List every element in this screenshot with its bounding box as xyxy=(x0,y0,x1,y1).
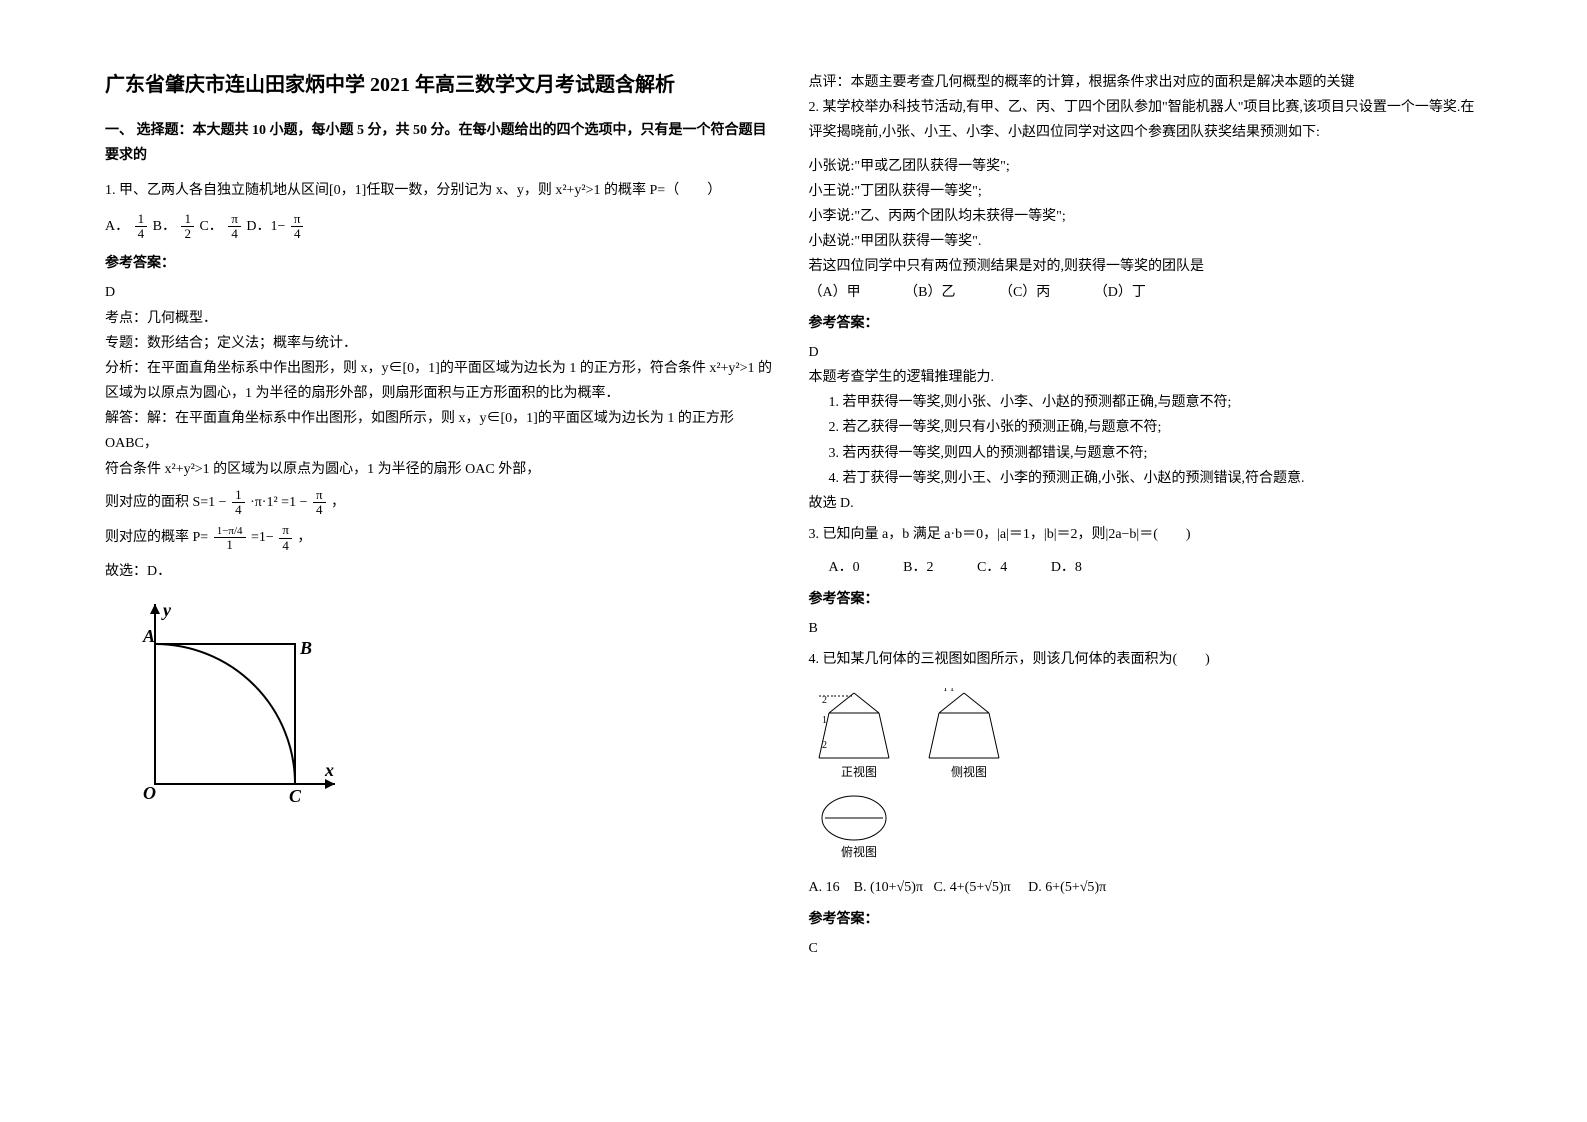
q1-optB-frac: 12 xyxy=(181,212,194,242)
q2-zhao: 小赵说:"甲团队获得一等奖". xyxy=(809,229,1483,254)
q4-answer-label: 参考答案： xyxy=(809,907,1483,932)
q1-options: A． 14 B． 12 C． π4 D．1− π4 xyxy=(105,212,779,242)
q4-optD-prefix: D. 6+(5+ xyxy=(1028,880,1080,895)
q2-optA: （A）甲 xyxy=(809,285,861,300)
svg-text:2: 2 xyxy=(822,695,827,706)
q2-answer-label: 参考答案： xyxy=(809,311,1483,336)
svg-text:侧视图: 侧视图 xyxy=(951,764,987,779)
q4-optD-sqrt: √5 xyxy=(1080,880,1095,895)
q1-optA-prefix: A． xyxy=(105,219,129,234)
svg-text:B: B xyxy=(299,638,312,658)
q4-optC-sqrt: √5 xyxy=(984,880,999,895)
q2-answer: D xyxy=(809,340,1483,365)
q2-guxuan: 故选 D. xyxy=(809,491,1483,516)
q1-fenxi: 分析：在平面直角坐标系中作出图形，则 x，y∈[0，1]的平面区域为边长为 1 … xyxy=(105,356,779,406)
q2-text: 2. 某学校举办科技节活动,有甲、乙、丙、丁四个团队参加"智能机器人"项目比赛,… xyxy=(809,95,1483,145)
svg-text:1: 1 xyxy=(822,715,827,726)
svg-text:正视图: 正视图 xyxy=(841,764,877,779)
q3-optC: C．4 xyxy=(977,560,1007,575)
svg-text:俯视图: 俯视图 xyxy=(841,844,877,858)
q4-optB-sqrt: √5 xyxy=(897,880,912,895)
q2-options: （A）甲 （B）乙 （C）丙 （D）丁 xyxy=(809,280,1483,305)
svg-text:1 1: 1 1 xyxy=(943,688,954,693)
q1-optD-frac: π4 xyxy=(291,212,304,242)
svg-text:2: 2 xyxy=(822,740,827,751)
q2-wang: 小王说:"丁团队获得一等奖"; xyxy=(809,179,1483,204)
q1-jieda1: 解答：解：在平面直角坐标系中作出图形，如图所示，则 x，y∈[0，1]的平面区域… xyxy=(105,406,779,456)
q4-optC-suffix: )π xyxy=(999,880,1011,895)
svg-text:A: A xyxy=(142,626,155,646)
q3-optD: D．8 xyxy=(1051,560,1082,575)
q4-optC-prefix: C. 4+(5+ xyxy=(933,880,984,895)
q1-zhuanti: 专题：数形结合；定义法；概率与统计． xyxy=(105,331,779,356)
q1-answer-label: 参考答案： xyxy=(105,251,779,276)
q1-kaodian: 考点：几何概型． xyxy=(105,306,779,331)
q3-text: 3. 已知向量 a，b 满足 a·b＝0，|a|＝1，|b|＝2，则|2a−b|… xyxy=(809,522,1483,547)
q2-item2: 若乙获得一等奖,则只有小张的预测正确,与题意不符; xyxy=(829,415,1483,440)
q1-dianping: 点评：本题主要考查几何概型的概率的计算，根据条件求出对应的面积是解决本题的关键 xyxy=(809,70,1483,95)
q1-diagram: O A B C x y xyxy=(125,594,345,814)
section-1-header: 一、 选择题：本大题共 10 小题，每小题 5 分，共 50 分。在每小题给出的… xyxy=(105,118,779,168)
q1-jieda2: 符合条件 x²+y²>1 的区域为以原点为圆心，1 为半径的扇形 OAC 外部， xyxy=(105,457,779,482)
q2-zhang: 小张说:"甲或乙团队获得一等奖"; xyxy=(809,154,1483,179)
svg-text:y: y xyxy=(161,600,172,620)
svg-text:C: C xyxy=(289,786,302,806)
q2-li: 小李说:"乙、丙两个团队均未获得一等奖"; xyxy=(809,204,1483,229)
q4-three-view: 2 1 2 正视图 1 1 侧视图 俯视图 xyxy=(809,688,1029,858)
q1-guxuan: 故选：D． xyxy=(105,559,779,584)
q4-answer: C xyxy=(809,936,1483,961)
q1-answer: D xyxy=(105,280,779,305)
q1-optA-frac: 14 xyxy=(135,212,148,242)
q2-item1: 若甲获得一等奖,则小张、小李、小赵的预测都正确,与题意不符; xyxy=(829,390,1483,415)
q4-text: 4. 已知某几何体的三视图如图所示，则该几何体的表面积为( ) xyxy=(809,647,1483,672)
q2-optC: （C）丙 xyxy=(999,285,1050,300)
q3-optA: A．0 xyxy=(829,560,860,575)
q1-prob-formula: 则对应的概率 P= 1−π/41 =1− π4 ， xyxy=(105,523,779,553)
q1-optC-frac: π4 xyxy=(228,212,241,242)
q2-expl-header: 本题考查学生的逻辑推理能力. xyxy=(809,365,1483,390)
q2-cond: 若这四位同学中只有两位预测结果是对的,则获得一等奖的团队是 xyxy=(809,254,1483,279)
q4-options: A. 16 B. (10+√5)π C. 4+(5+√5)π D. 6+(5+√… xyxy=(809,875,1483,900)
q3-optB: B．2 xyxy=(903,560,933,575)
q1-optB-prefix: B． xyxy=(153,219,176,234)
q4-optB-prefix: B. (10+ xyxy=(854,880,897,895)
right-column: 点评：本题主要考查几何概型的概率的计算，根据条件求出对应的面积是解决本题的关键 … xyxy=(794,70,1498,1052)
q4-optA: A. 16 xyxy=(809,880,840,895)
q1-optD-prefix: D．1− xyxy=(246,219,285,234)
q2-item3: 若丙获得一等奖,则四人的预测都错误,与题意不符; xyxy=(829,441,1483,466)
q1-text: 1. 甲、乙两人各自独立随机地从区间[0，1]任取一数，分别记为 x、y，则 x… xyxy=(105,178,779,203)
exam-title: 广东省肇庆市连山田家炳中学 2021 年高三数学文月考试题含解析 xyxy=(105,70,779,100)
q3-answer: B xyxy=(809,616,1483,641)
q4-optB-suffix: )π xyxy=(911,880,923,895)
q4-optD-suffix: )π xyxy=(1094,880,1106,895)
q1-optC-prefix: C． xyxy=(199,219,222,234)
q1-area-formula: 则对应的面积 S=1 − 14 ·π·1² =1 − π4 ， xyxy=(105,488,779,518)
q3-answer-label: 参考答案： xyxy=(809,587,1483,612)
svg-text:x: x xyxy=(324,760,334,780)
svg-text:O: O xyxy=(143,783,156,803)
left-column: 广东省肇庆市连山田家炳中学 2021 年高三数学文月考试题含解析 一、 选择题：… xyxy=(90,70,794,1052)
q2-optB: （B）乙 xyxy=(904,285,955,300)
q3-options: A．0 B．2 C．4 D．8 xyxy=(829,555,1483,580)
q2-optD: （D）丁 xyxy=(1094,285,1146,300)
q2-item4: 若丁获得一等奖,则小王、小李的预测正确,小张、小赵的预测错误,符合题意. xyxy=(829,466,1483,491)
